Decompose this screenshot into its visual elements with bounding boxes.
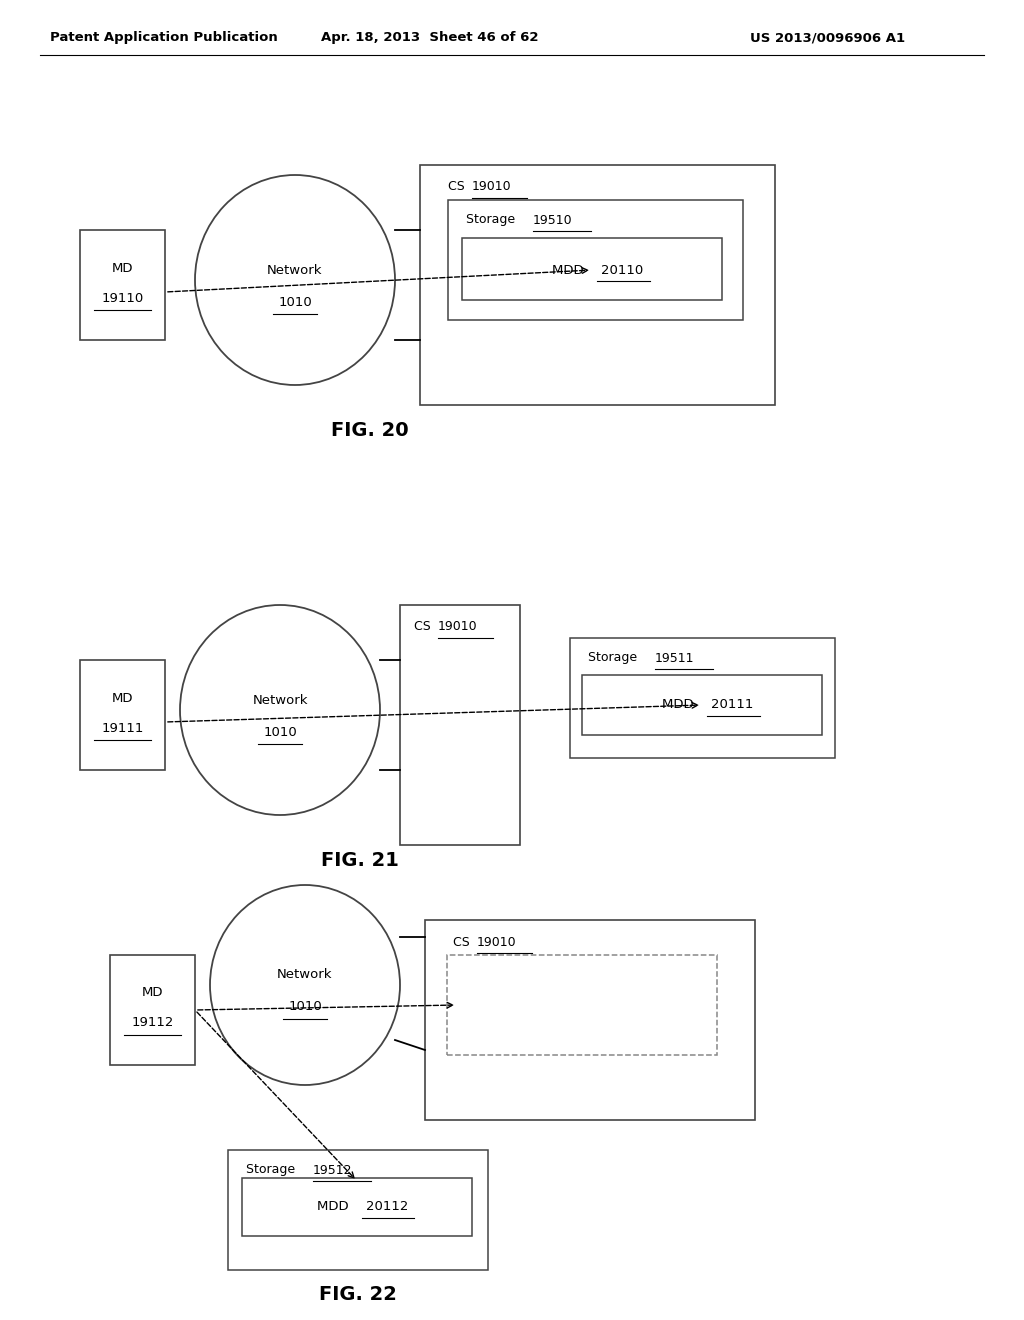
Text: 1010: 1010 <box>279 296 312 309</box>
Text: CS: CS <box>449 181 469 194</box>
Ellipse shape <box>195 176 395 385</box>
Text: CS: CS <box>453 936 474 949</box>
Bar <box>228 1150 488 1270</box>
Text: FIG. 20: FIG. 20 <box>331 421 409 440</box>
Text: US 2013/0096906 A1: US 2013/0096906 A1 <box>750 32 905 45</box>
Text: CS: CS <box>414 620 435 634</box>
Text: 19110: 19110 <box>101 292 143 305</box>
Ellipse shape <box>210 884 400 1085</box>
Bar <box>582 675 822 735</box>
Text: MDD: MDD <box>317 1200 353 1213</box>
Text: 19010: 19010 <box>438 620 477 634</box>
Text: MDD: MDD <box>552 264 588 276</box>
Bar <box>447 954 717 1055</box>
Text: 20112: 20112 <box>366 1200 409 1213</box>
Bar <box>242 1177 472 1236</box>
Bar <box>110 954 195 1065</box>
Bar <box>80 230 165 341</box>
Text: Storage: Storage <box>466 214 519 227</box>
Text: 19510: 19510 <box>534 214 572 227</box>
Text: Network: Network <box>278 969 333 982</box>
Text: Network: Network <box>267 264 323 276</box>
Text: 1010: 1010 <box>263 726 297 738</box>
Text: FIG. 21: FIG. 21 <box>322 850 399 870</box>
Text: MD: MD <box>112 692 133 705</box>
Text: 19511: 19511 <box>655 652 694 664</box>
Text: 19512: 19512 <box>313 1163 352 1176</box>
Text: Storage: Storage <box>246 1163 299 1176</box>
Text: Apr. 18, 2013  Sheet 46 of 62: Apr. 18, 2013 Sheet 46 of 62 <box>322 32 539 45</box>
Bar <box>570 638 835 758</box>
Text: 19112: 19112 <box>131 1016 174 1030</box>
Bar <box>400 605 520 845</box>
Text: MDD: MDD <box>663 698 698 711</box>
Bar <box>80 660 165 770</box>
Text: Patent Application Publication: Patent Application Publication <box>50 32 278 45</box>
Text: 20110: 20110 <box>601 264 643 276</box>
Bar <box>449 201 743 319</box>
Text: 1010: 1010 <box>288 1001 322 1014</box>
Bar <box>425 920 755 1119</box>
Ellipse shape <box>180 605 380 814</box>
Text: FIG. 22: FIG. 22 <box>319 1286 397 1304</box>
Text: 20111: 20111 <box>711 698 754 711</box>
Bar <box>462 238 722 300</box>
Text: 19010: 19010 <box>477 936 517 949</box>
Text: Storage: Storage <box>588 652 641 664</box>
Text: 19111: 19111 <box>101 722 143 734</box>
Text: MD: MD <box>112 261 133 275</box>
Text: Network: Network <box>252 693 308 706</box>
Text: MD: MD <box>141 986 163 999</box>
Bar <box>420 165 775 405</box>
Text: 19010: 19010 <box>472 181 512 194</box>
